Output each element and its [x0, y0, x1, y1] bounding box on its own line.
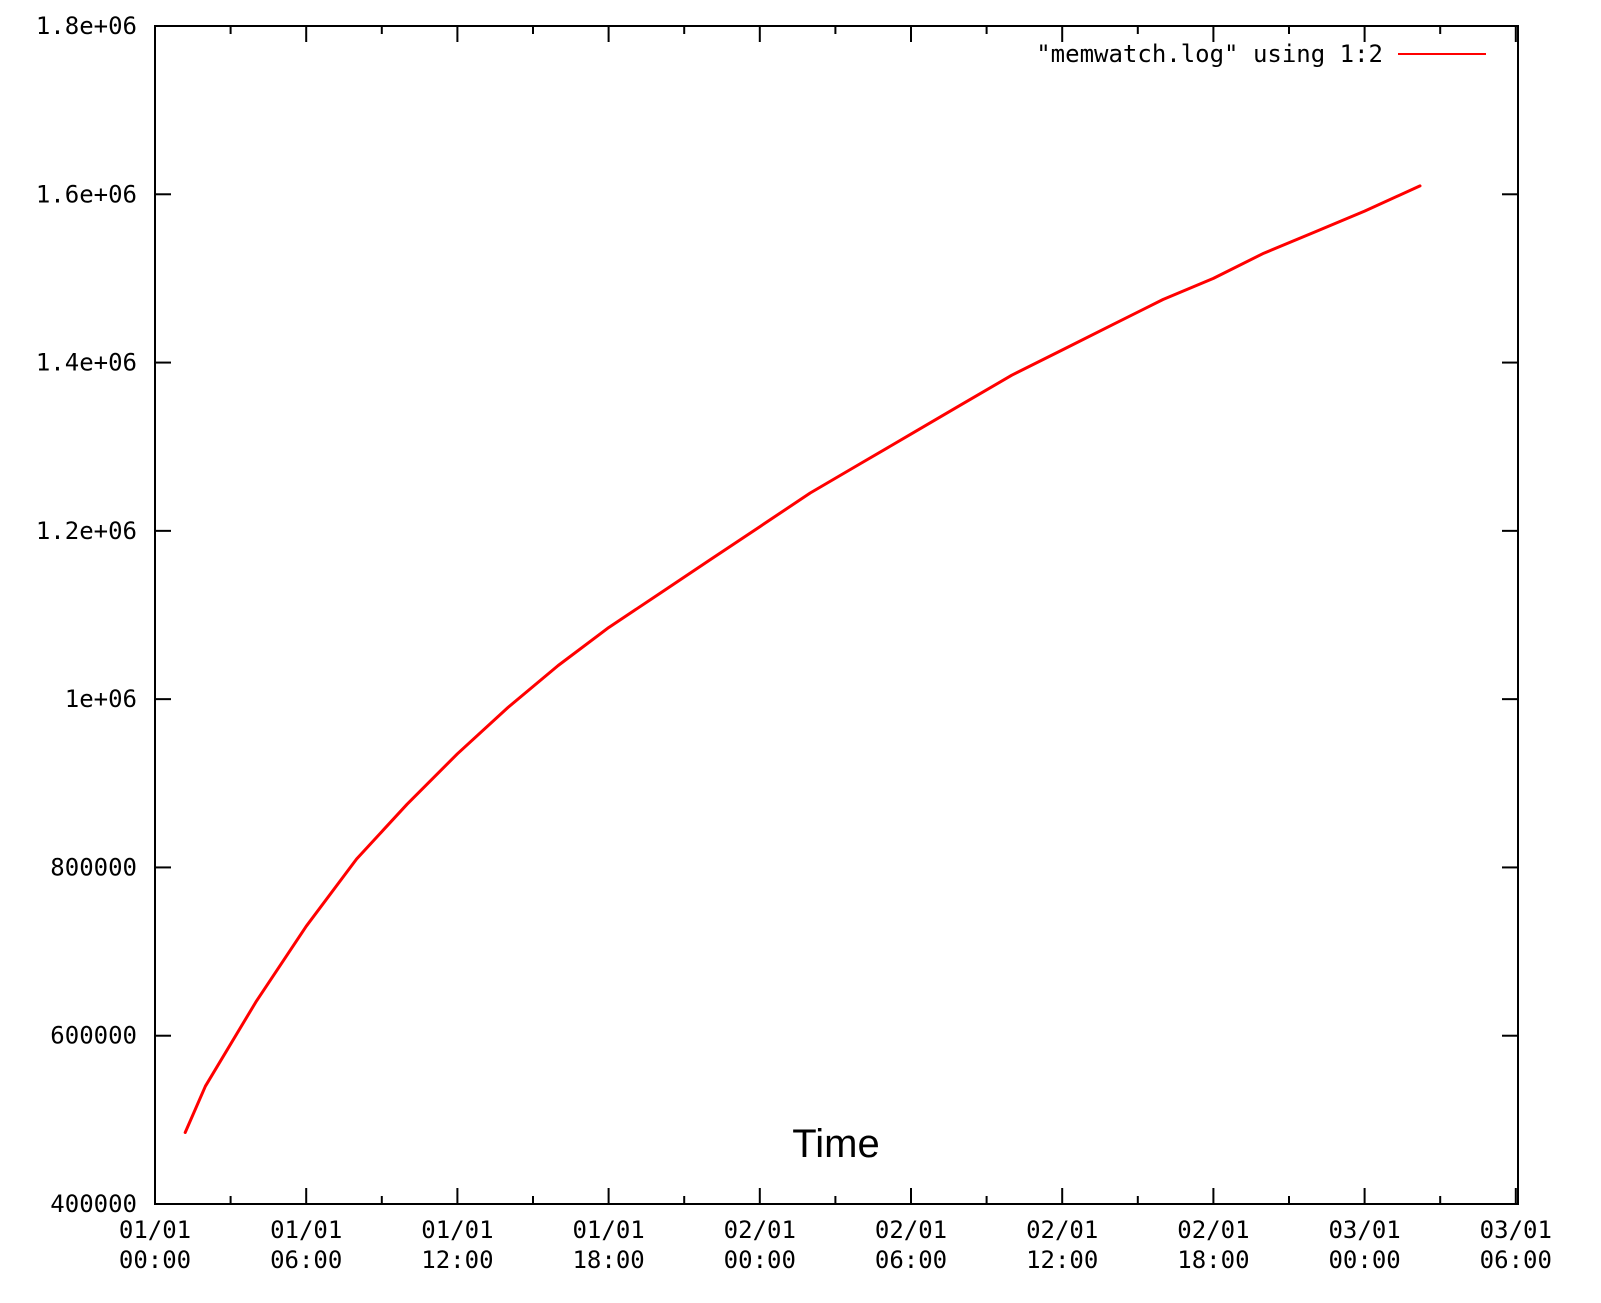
x-tick-label-time: 00:00	[119, 1246, 191, 1274]
x-tick-label-time: 12:00	[1026, 1246, 1098, 1274]
x-tick-label-date: 02/01	[724, 1216, 796, 1244]
y-tick-label: 1.6e+06	[36, 180, 137, 208]
x-tick-label-time: 06:00	[875, 1246, 947, 1274]
x-tick-label-date: 01/01	[270, 1216, 342, 1244]
legend: "memwatch.log" using 1:2	[1036, 40, 1486, 68]
x-tick-label-time: 12:00	[421, 1246, 493, 1274]
x-tick-label-date: 02/01	[875, 1216, 947, 1244]
x-tick-label-time: 00:00	[1328, 1246, 1400, 1274]
y-tick-label: 1.4e+06	[36, 349, 137, 377]
x-tick-label-time: 18:00	[572, 1246, 644, 1274]
x-tick-label-date: 02/01	[1177, 1216, 1249, 1244]
y-tick-label: 600000	[50, 1022, 137, 1050]
x-tick-label-date: 02/01	[1026, 1216, 1098, 1244]
y-tick-label: 1.8e+06	[36, 12, 137, 40]
legend-label: "memwatch.log" using 1:2	[1036, 40, 1383, 68]
x-tick-label-date: 01/01	[119, 1216, 191, 1244]
y-tick-label: 400000	[50, 1190, 137, 1218]
x-axis-title: Time	[792, 1122, 879, 1166]
x-tick-label-time: 06:00	[270, 1246, 342, 1274]
x-tick-label-date: 01/01	[572, 1216, 644, 1244]
series-line-memwatch	[183, 184, 1422, 1134]
y-axis-labels: 400000 600000 800000 1e+06 1.2e+06 1.4e+06 1.6…	[36, 12, 137, 1218]
x-tick-label-time: 06:00	[1480, 1246, 1552, 1274]
x-tick-label-time: 18:00	[1177, 1246, 1249, 1274]
plot-frame	[154, 25, 1519, 1205]
y-tick-label: 800000	[50, 853, 137, 881]
axis-ticks	[154, 25, 1518, 1205]
x-tick-label-date: 03/01	[1480, 1216, 1552, 1244]
x-tick-label-date: 01/01	[421, 1216, 493, 1244]
y-tick-label: 1e+06	[65, 685, 137, 713]
y-tick-label: 1.2e+06	[36, 517, 137, 545]
x-tick-label-time: 00:00	[724, 1246, 796, 1274]
x-axis-labels: 01/0100:0001/0106:0001/0112:0001/0118:00…	[119, 1216, 1552, 1274]
x-tick-label-date: 03/01	[1328, 1216, 1400, 1244]
